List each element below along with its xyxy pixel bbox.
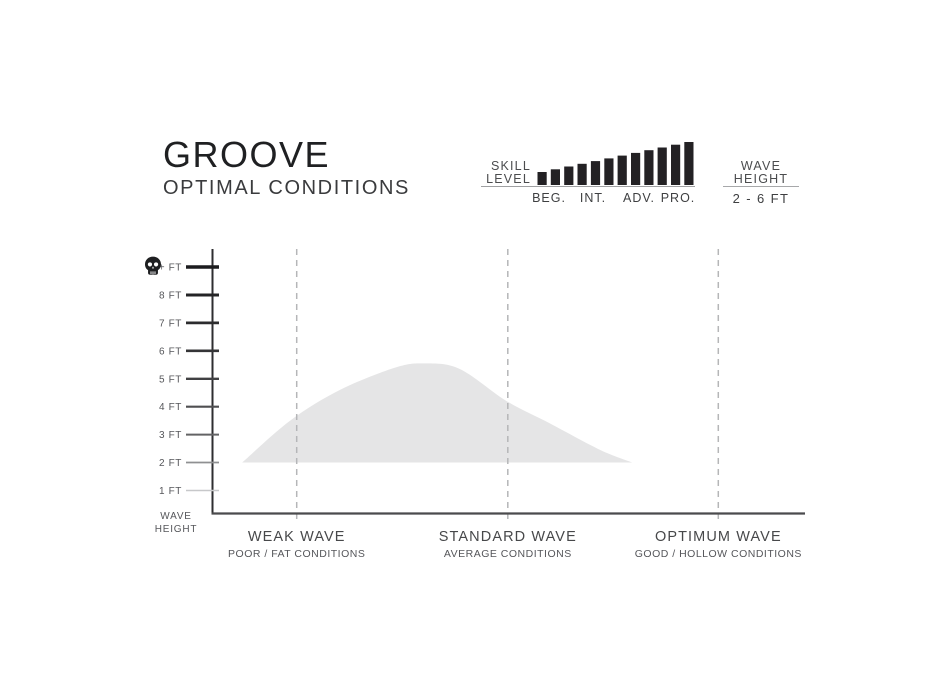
optimal-range-area — [242, 363, 633, 463]
skill-bar — [577, 163, 587, 185]
skill-tier-label: INT. — [579, 191, 607, 205]
skill-bar — [657, 147, 667, 185]
skill-bar — [604, 158, 614, 185]
skill-tier-label: BEG. — [532, 191, 566, 205]
y-axis-title-line1: WAVE — [160, 511, 192, 522]
wave-category-title: WEAK WAVE — [247, 529, 346, 545]
y-axis-title-line2: HEIGHT — [154, 524, 198, 535]
wave-height-label-line1: WAVE — [740, 159, 782, 173]
wave-category: WEAK WAVE POOR / FAT CONDITIONS — [167, 529, 427, 560]
wave-category-subtitle: POOR / FAT CONDITIONS — [228, 548, 366, 560]
skill-bar — [564, 166, 574, 185]
y-tick-label: 7 FT — [159, 318, 182, 329]
wave-category: STANDARD WAVE AVERAGE CONDITIONS — [378, 529, 638, 560]
skill-bar — [631, 152, 641, 185]
wave-height-range: 2 - 6 FT — [732, 191, 790, 206]
skill-tier-labels: BEG. INT. ADV. PRO. — [532, 191, 697, 206]
skill-level-label-line2: LEVEL — [486, 172, 531, 186]
skill-level-label-line1: SKILL — [490, 159, 531, 173]
wave-height-label-line2: HEIGHT — [733, 172, 789, 186]
title-block: GROOVE OPTIMAL CONDITIONS — [163, 134, 410, 200]
y-tick-label: 5 FT — [159, 374, 182, 385]
figure-subtitle: OPTIMAL CONDITIONS — [163, 177, 410, 199]
y-tick-label: 8 FT — [159, 291, 182, 302]
skill-bar — [617, 155, 627, 185]
y-tick-label: 4 FT — [159, 402, 182, 413]
wave-height-label: WAVE HEIGHT — [711, 160, 811, 186]
wave-height-divider-rule — [723, 186, 799, 187]
wave-category-subtitle: GOOD / HOLLOW CONDITIONS — [634, 548, 802, 560]
y-tick-label: 3 FT — [159, 430, 182, 441]
y-tick-label: + FT — [159, 263, 182, 274]
skill-level-bars — [537, 142, 694, 185]
skill-bar — [590, 161, 601, 185]
wave-category: OPTIMUM WAVE GOOD / HOLLOW CONDITIONS — [588, 529, 848, 560]
wave-category-subtitle: AVERAGE CONDITIONS — [443, 548, 572, 560]
wave-category-title: STANDARD WAVE — [438, 529, 577, 545]
skill-level-label: SKILL LEVEL — [478, 160, 531, 186]
board-title: GROOVE — [163, 134, 331, 175]
skill-bar — [684, 142, 694, 185]
skill-bar — [537, 172, 547, 185]
skill-bar — [671, 144, 681, 185]
skill-bar — [644, 150, 654, 185]
skill-tier-label: PRO. — [660, 191, 696, 205]
skill-tier-label: ADV. — [622, 191, 656, 205]
y-tick-label: 6 FT — [159, 346, 182, 357]
y-tick-label: 2 FT — [159, 458, 182, 469]
skill-bar — [550, 169, 560, 185]
skill-divider-rule — [481, 186, 695, 187]
y-axis-title: WAVE HEIGHT — [136, 510, 216, 536]
wave-category-title: OPTIMUM WAVE — [654, 529, 782, 545]
skull-icon — [145, 256, 161, 275]
y-tick-label: 1 FT — [159, 486, 182, 497]
